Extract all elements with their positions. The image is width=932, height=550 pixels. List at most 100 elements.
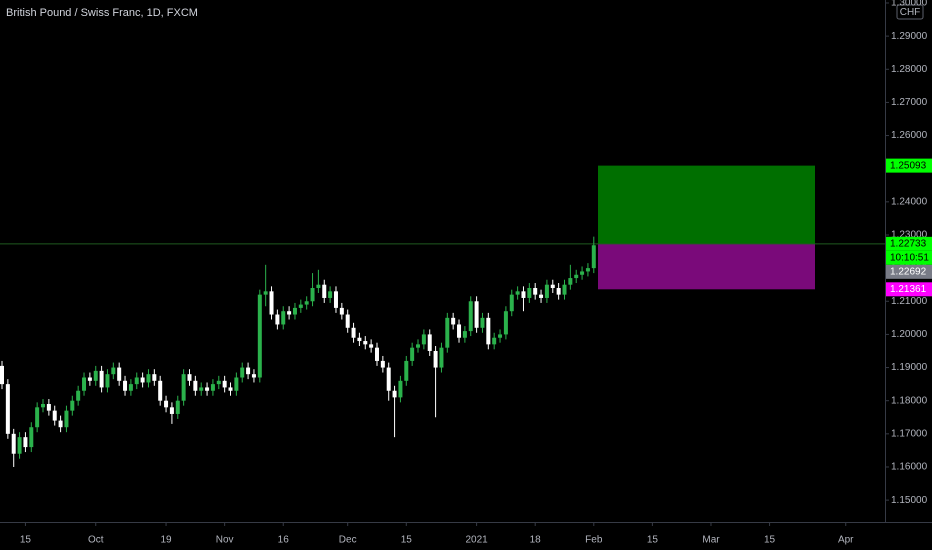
candle-body (257, 294, 262, 378)
y-tick-label: 1.20000 (891, 329, 928, 340)
candle-body (562, 284, 567, 295)
candle-body (410, 347, 415, 361)
candle-body (369, 344, 374, 348)
candle-body (93, 370, 98, 381)
candle-body (404, 360, 409, 381)
candle-body (498, 334, 503, 338)
candle-body (503, 311, 508, 335)
y-tick-label: 1.24000 (891, 196, 928, 207)
loss-zone (598, 243, 815, 290)
candle-body (251, 374, 256, 378)
candle-body (363, 341, 368, 345)
y-tick-label: 1.15000 (891, 495, 928, 506)
candle-body (591, 245, 596, 269)
y-tick-label: 1.29000 (891, 31, 928, 42)
candle-body (164, 400, 169, 408)
candle-body (41, 404, 46, 408)
candle-body (328, 291, 333, 298)
y-tick-label: 1.17000 (891, 428, 928, 439)
x-tick-label: Mar (702, 535, 720, 546)
entry-price-label: 1.22733 (890, 238, 927, 249)
candle-body (281, 311, 286, 325)
y-tick-label: 1.18000 (891, 395, 928, 406)
candle-body (46, 404, 51, 411)
candle-body (123, 380, 128, 391)
candle-body (427, 334, 432, 351)
candle-body (169, 407, 174, 414)
candle-body (58, 420, 63, 428)
candle-body (87, 377, 92, 381)
y-tick-label: 1.26000 (891, 130, 928, 141)
candle-body (181, 374, 186, 401)
candle-body (351, 327, 356, 338)
candle-body (298, 304, 303, 308)
candle-body (263, 291, 268, 295)
candle-body (246, 367, 251, 375)
candle-body (556, 288, 561, 295)
currency-label[interactable]: CHF (900, 7, 921, 18)
candle-body (5, 384, 10, 434)
candle-body (357, 337, 362, 342)
y-tick-label: 1.27000 (891, 97, 928, 108)
candle-body (451, 317, 456, 325)
candle-body (374, 347, 379, 361)
last-price-label-box (886, 264, 932, 279)
x-tick-label: 15 (20, 535, 32, 546)
candle-body (492, 337, 497, 345)
candle-body (527, 288, 532, 298)
candle-body (146, 374, 151, 383)
candle-body (99, 370, 104, 388)
candle-body (222, 380, 227, 388)
entry-price-label-box (886, 236, 932, 251)
candle-body (275, 314, 280, 325)
stop-price-label: 1.21361 (890, 284, 927, 295)
candle-body (134, 377, 139, 385)
candle-body (392, 390, 397, 398)
candle-body (322, 284, 327, 298)
y-tick-label: 1.23000 (891, 230, 928, 241)
candle-body (386, 367, 391, 391)
candle-body (486, 317, 491, 345)
y-tick-label: 1.30000 (891, 0, 928, 9)
candle-body (462, 331, 467, 338)
x-tick-label: 15 (764, 535, 776, 546)
target-price-label-box (886, 158, 932, 173)
candle-body (210, 384, 215, 391)
candle-body (310, 288, 315, 302)
candle-body (533, 288, 538, 295)
stop-price-label-box (886, 282, 932, 297)
candle-body (70, 400, 75, 411)
candle-body (292, 307, 297, 315)
candle-body (345, 314, 350, 328)
candle-body (544, 284, 549, 298)
candle-body (380, 360, 385, 368)
candle-body (23, 437, 28, 448)
x-tick-label: 19 (160, 535, 172, 546)
candle-body (550, 284, 555, 289)
chart-title: British Pound / Swiss Franc, 1D, FXCM (6, 7, 198, 19)
currency-button[interactable] (896, 4, 924, 20)
x-tick-label: 16 (278, 535, 290, 546)
countdown-label: 10:10:51 (890, 252, 929, 263)
candle-body (216, 380, 221, 385)
candle-body (240, 367, 245, 378)
candle-body (140, 377, 145, 383)
candle-body (515, 291, 520, 295)
candle-body (468, 301, 473, 332)
candle-body (480, 317, 485, 328)
x-tick-label: Apr (838, 535, 854, 546)
y-tick-label: 1.19000 (891, 362, 928, 373)
candle-body (474, 301, 479, 328)
candle-body (76, 390, 81, 401)
y-tick-label: 1.28000 (891, 64, 928, 75)
candle-body (439, 347, 444, 368)
candle-body (205, 387, 210, 391)
x-tick-label: 15 (647, 535, 659, 546)
candle-body (269, 291, 274, 315)
candle-body (339, 307, 344, 315)
x-tick-label: 18 (530, 535, 542, 546)
candle-body (234, 377, 239, 391)
candle-body (64, 410, 69, 428)
candle-body (187, 374, 192, 381)
